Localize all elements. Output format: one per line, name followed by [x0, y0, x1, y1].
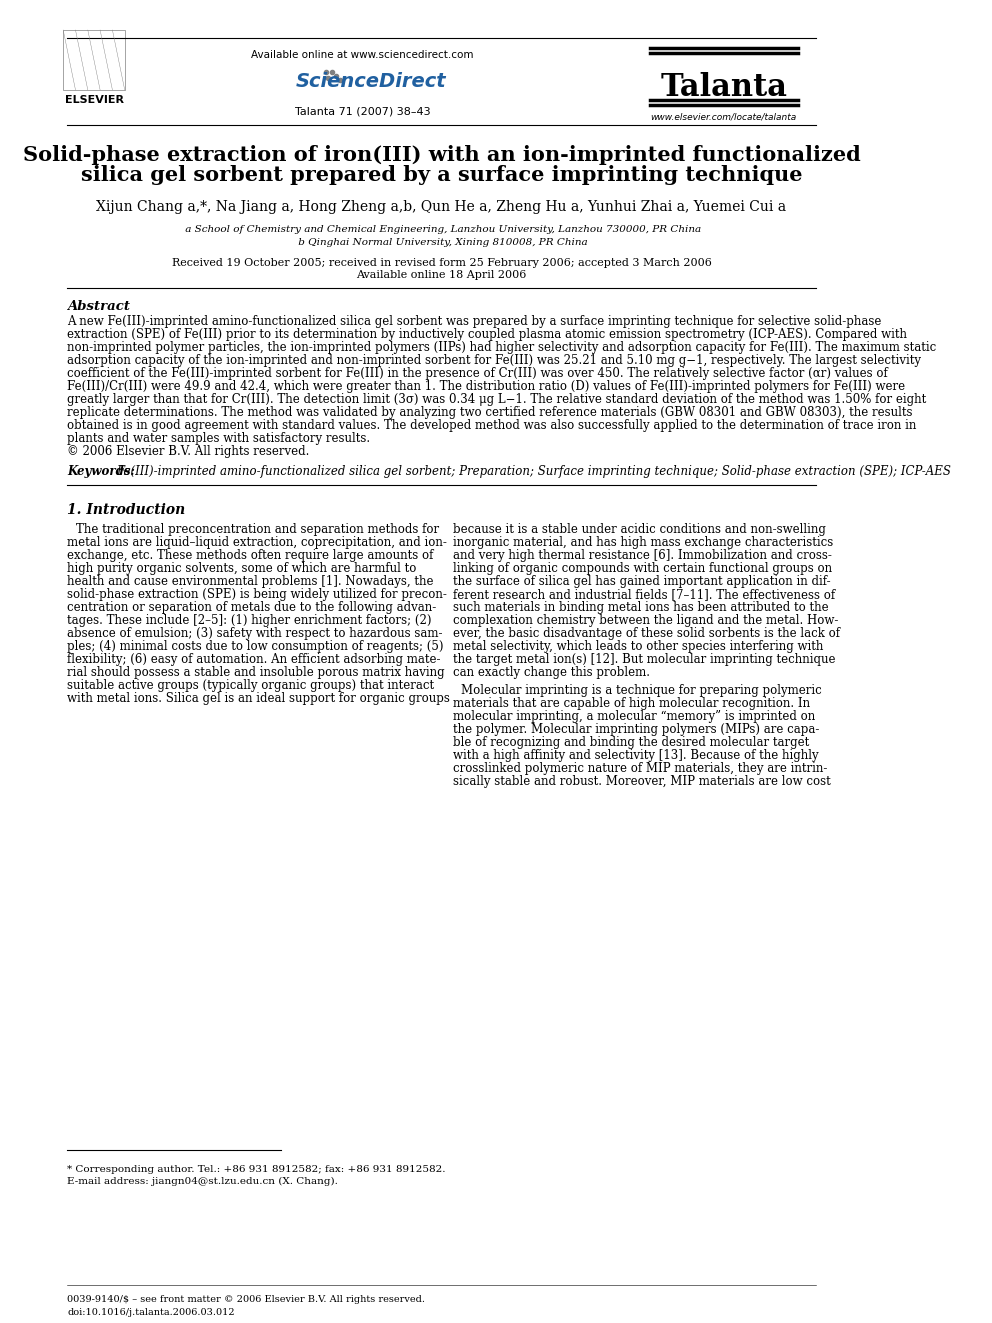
Text: absence of emulsion; (3) safety with respect to hazardous sam-: absence of emulsion; (3) safety with res… [67, 627, 442, 640]
Text: Solid-phase extraction of iron(III) with an ion-imprinted functionalized: Solid-phase extraction of iron(III) with… [23, 146, 860, 165]
Text: flexibility; (6) easy of automation. An efficient adsorbing mate-: flexibility; (6) easy of automation. An … [67, 654, 440, 665]
Text: the target metal ion(s) [12]. But molecular imprinting technique: the target metal ion(s) [12]. But molecu… [453, 654, 835, 665]
Text: ble of recognizing and binding the desired molecular target: ble of recognizing and binding the desir… [453, 736, 809, 749]
Text: materials that are capable of high molecular recognition. In: materials that are capable of high molec… [453, 697, 810, 710]
Text: suitable active groups (typically organic groups) that interact: suitable active groups (typically organi… [67, 679, 434, 692]
Text: linking of organic compounds with certain functional groups on: linking of organic compounds with certai… [453, 562, 832, 576]
Text: ever, the basic disadvantage of these solid sorbents is the lack of: ever, the basic disadvantage of these so… [453, 627, 840, 640]
Text: inorganic material, and has high mass exchange characteristics: inorganic material, and has high mass ex… [453, 536, 833, 549]
Text: such materials in binding metal ions has been attributed to the: such materials in binding metal ions has… [453, 601, 828, 614]
Text: non-imprinted polymer particles, the ion-imprinted polymers (IIPs) had higher se: non-imprinted polymer particles, the ion… [67, 341, 936, 355]
Text: sically stable and robust. Moreover, MIP materials are low cost: sically stable and robust. Moreover, MIP… [453, 775, 830, 789]
Text: © 2006 Elsevier B.V. All rights reserved.: © 2006 Elsevier B.V. All rights reserved… [67, 445, 310, 458]
Text: Keywords:: Keywords: [67, 464, 135, 478]
Text: ScienceDirect: ScienceDirect [296, 71, 446, 91]
Text: high purity organic solvents, some of which are harmful to: high purity organic solvents, some of wh… [67, 562, 417, 576]
Text: rial should possess a stable and insoluble porous matrix having: rial should possess a stable and insolub… [67, 665, 445, 679]
Text: crosslinked polymeric nature of MIP materials, they are intrin-: crosslinked polymeric nature of MIP mate… [453, 762, 827, 775]
Text: solid-phase extraction (SPE) is being widely utilized for precon-: solid-phase extraction (SPE) is being wi… [67, 587, 447, 601]
Text: doi:10.1016/j.talanta.2006.03.012: doi:10.1016/j.talanta.2006.03.012 [67, 1308, 235, 1316]
Text: metal selectivity, which leads to other species interfering with: metal selectivity, which leads to other … [453, 640, 823, 654]
Text: Talanta: Talanta [661, 71, 788, 103]
Text: 0039-9140/$ – see front matter © 2006 Elsevier B.V. All rights reserved.: 0039-9140/$ – see front matter © 2006 El… [67, 1295, 426, 1304]
Text: metal ions are liquid–liquid extraction, coprecipitation, and ion-: metal ions are liquid–liquid extraction,… [67, 536, 447, 549]
Text: molecular imprinting, a molecular “memory” is imprinted on: molecular imprinting, a molecular “memor… [453, 710, 815, 722]
Text: The traditional preconcentration and separation methods for: The traditional preconcentration and sep… [75, 523, 438, 536]
Text: www.elsevier.com/locate/talanta: www.elsevier.com/locate/talanta [651, 112, 797, 120]
Text: obtained is in good agreement with standard values. The developed method was als: obtained is in good agreement with stand… [67, 419, 917, 433]
Text: Fe(III)/Cr(III) were 49.9 and 42.4, which were greater than 1. The distribution : Fe(III)/Cr(III) were 49.9 and 42.4, whic… [67, 380, 906, 393]
Text: ferent research and industrial fields [7–11]. The effectiveness of: ferent research and industrial fields [7… [453, 587, 835, 601]
Text: replicate determinations. The method was validated by analyzing two certified re: replicate determinations. The method was… [67, 406, 913, 419]
Text: ples; (4) minimal costs due to low consumption of reagents; (5): ples; (4) minimal costs due to low consu… [67, 640, 443, 654]
Text: a School of Chemistry and Chemical Engineering, Lanzhou University, Lanzhou 7300: a School of Chemistry and Chemical Engin… [182, 225, 701, 234]
Text: Available online 18 April 2006: Available online 18 April 2006 [356, 270, 527, 280]
Text: health and cause environmental problems [1]. Nowadays, the: health and cause environmental problems … [67, 576, 434, 587]
Text: and very high thermal resistance [6]. Immobilization and cross-: and very high thermal resistance [6]. Im… [453, 549, 832, 562]
Text: Available online at www.sciencedirect.com: Available online at www.sciencedirect.co… [251, 50, 474, 60]
Text: because it is a stable under acidic conditions and non-swelling: because it is a stable under acidic cond… [453, 523, 825, 536]
Text: coefficient of the Fe(III)-imprinted sorbent for Fe(III) in the presence of Cr(I: coefficient of the Fe(III)-imprinted sor… [67, 366, 888, 380]
Text: tages. These include [2–5]: (1) higher enrichment factors; (2): tages. These include [2–5]: (1) higher e… [67, 614, 432, 627]
Text: the surface of silica gel has gained important application in dif-: the surface of silica gel has gained imp… [453, 576, 830, 587]
Text: Fe(III)-imprinted amino-functionalized silica gel sorbent; Preparation; Surface : Fe(III)-imprinted amino-functionalized s… [116, 464, 951, 478]
Text: Xijun Chang a,*, Na Jiang a, Hong Zheng a,b, Qun He a, Zheng Hu a, Yunhui Zhai a: Xijun Chang a,*, Na Jiang a, Hong Zheng … [96, 200, 787, 214]
Text: with a high affinity and selectivity [13]. Because of the highly: with a high affinity and selectivity [13… [453, 749, 818, 762]
Text: A new Fe(III)-imprinted amino-functionalized silica gel sorbent was prepared by : A new Fe(III)-imprinted amino-functional… [67, 315, 882, 328]
Text: E-mail address: jiangn04@st.lzu.edu.cn (X. Chang).: E-mail address: jiangn04@st.lzu.edu.cn (… [67, 1177, 338, 1187]
Bar [63, 30, 125, 90]
Text: plants and water samples with satisfactory results.: plants and water samples with satisfacto… [67, 433, 370, 445]
Text: * Corresponding author. Tel.: +86 931 8912582; fax: +86 931 8912582.: * Corresponding author. Tel.: +86 931 89… [67, 1166, 445, 1174]
Text: extraction (SPE) of Fe(III) prior to its determination by inductively coupled pl: extraction (SPE) of Fe(III) prior to its… [67, 328, 908, 341]
Text: Received 19 October 2005; received in revised form 25 February 2006; accepted 3 : Received 19 October 2005; received in re… [172, 258, 711, 269]
Text: 1. Introduction: 1. Introduction [67, 503, 186, 517]
Text: Abstract: Abstract [67, 300, 130, 314]
Text: complexation chemistry between the ligand and the metal. How-: complexation chemistry between the ligan… [453, 614, 838, 627]
Text: b Qinghai Normal University, Xining 810008, PR China: b Qinghai Normal University, Xining 8100… [296, 238, 588, 247]
Text: can exactly change this problem.: can exactly change this problem. [453, 665, 650, 679]
Text: the polymer. Molecular imprinting polymers (MIPs) are capa-: the polymer. Molecular imprinting polyme… [453, 722, 819, 736]
Text: Talanta 71 (2007) 38–43: Talanta 71 (2007) 38–43 [295, 107, 431, 116]
Text: ELSEVIER: ELSEVIER [64, 95, 124, 105]
Text: silica gel sorbent prepared by a surface imprinting technique: silica gel sorbent prepared by a surface… [80, 165, 803, 185]
Text: with metal ions. Silica gel is an ideal support for organic groups: with metal ions. Silica gel is an ideal … [67, 692, 450, 705]
Text: centration or separation of metals due to the following advan-: centration or separation of metals due t… [67, 601, 436, 614]
Text: greatly larger than that for Cr(III). The detection limit (3σ) was 0.34 μg L−1. : greatly larger than that for Cr(III). Th… [67, 393, 927, 406]
Text: adsorption capacity of the ion-imprinted and non-imprinted sorbent for Fe(III) w: adsorption capacity of the ion-imprinted… [67, 355, 922, 366]
Text: Molecular imprinting is a technique for preparing polymeric: Molecular imprinting is a technique for … [461, 684, 822, 697]
Text: exchange, etc. These methods often require large amounts of: exchange, etc. These methods often requi… [67, 549, 434, 562]
